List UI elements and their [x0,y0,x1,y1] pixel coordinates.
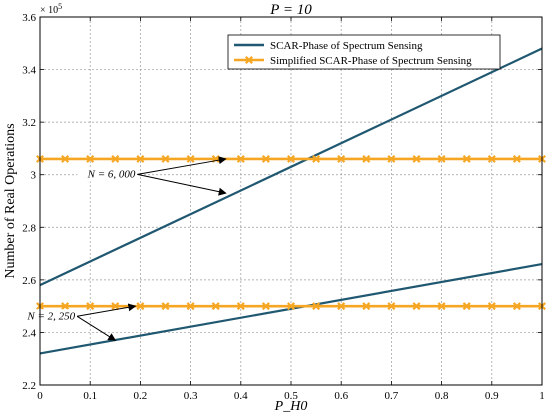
x-tick-label: 0 [37,390,43,402]
y-axis-label: Number of Real Operations [3,123,18,278]
series-point [412,302,421,311]
series-point [437,302,446,311]
series-point [437,154,446,163]
annotation-arrow [77,303,137,317]
series-point [211,302,220,311]
y-tick-label: 3 [31,170,37,182]
x-tick-label: 0.2 [134,390,148,402]
y-exponent-label: × 105 [40,2,62,16]
series-point [462,302,471,311]
x-tick-label: 0.9 [485,390,499,402]
series-point [261,302,270,311]
y-tick-label: 2.4 [22,327,36,339]
legend: SCAR-Phase of Spectrum Sensing Simplified… [227,34,501,70]
series-point [186,302,195,311]
series-point [337,154,346,163]
series-point [337,302,346,311]
series-point [362,302,371,311]
series-point [61,154,70,163]
annotation-arrow [137,156,227,175]
series-point [86,154,95,163]
y-exponent-power: 5 [58,2,62,11]
x-tick-label: 0.7 [385,390,399,402]
series-point [86,302,95,311]
legend-box [227,34,501,70]
y-tick-label: 2.6 [22,275,36,287]
x-tick-label: 0.6 [334,390,348,402]
legend-marker [245,56,253,64]
series-point [312,302,321,311]
series-point [161,302,170,311]
series-point [487,154,496,163]
y-tick-label: 2.8 [22,222,36,234]
series-point [111,154,120,163]
series-point [387,154,396,163]
series-point [61,302,70,311]
series-point [387,302,396,311]
annotation-background [17,309,78,324]
annotation-label: N = 2, 250 [26,310,75,322]
annotation-label: N = 6, 000 [87,168,136,180]
y-tick-label: 3.6 [22,12,36,24]
series-point [236,302,245,311]
chart-title: P = 10 [269,2,312,18]
series-point [462,154,471,163]
series-point [261,154,270,163]
series-point [512,302,521,311]
annotation-background [77,167,138,182]
series-point [312,154,321,163]
series-point [487,302,496,311]
axis-ticks: 0 0.1 0.2 0.3 0.4 0.5 0.6 0.7 0.8 0.9 1 2.2 2.4 2.6 2.… [22,12,545,402]
x-tick-label: 0.5 [284,390,298,402]
annotation-arrow [137,173,227,196]
legend-label: Simplified SCAR-Phase of Spectrum Sensin… [270,55,472,67]
series-point [136,302,145,311]
series-line [39,263,543,355]
series-point [236,154,245,163]
x-tick-label: 0.3 [184,390,198,402]
series-line [39,47,543,287]
x-tick-label: 0.4 [234,390,248,402]
y-tick-label: 3.2 [22,117,36,129]
y-tick-label: 3.4 [22,65,36,77]
grid [40,17,542,385]
x-tick-label: 1 [539,390,545,402]
series-point [512,154,521,163]
x-tick-label: 0.8 [435,390,449,402]
annotation-arrow [76,315,117,341]
series-point [412,154,421,163]
series-point [186,154,195,163]
series-point [362,154,371,163]
series-point [161,154,170,163]
x-tick-label: 0.1 [83,390,97,402]
legend-label: SCAR-Phase of Spectrum Sensing [270,40,423,52]
series-point [136,154,145,163]
series-point [287,154,295,163]
y-tick-label: 2.2 [22,380,36,392]
annotation-layer: N = 6, 000 N = 2, 250 [17,156,227,341]
series-layer [36,47,546,355]
x-axis-label: P_H0 [274,399,308,414]
series-point [287,302,295,311]
series-point [111,302,120,311]
